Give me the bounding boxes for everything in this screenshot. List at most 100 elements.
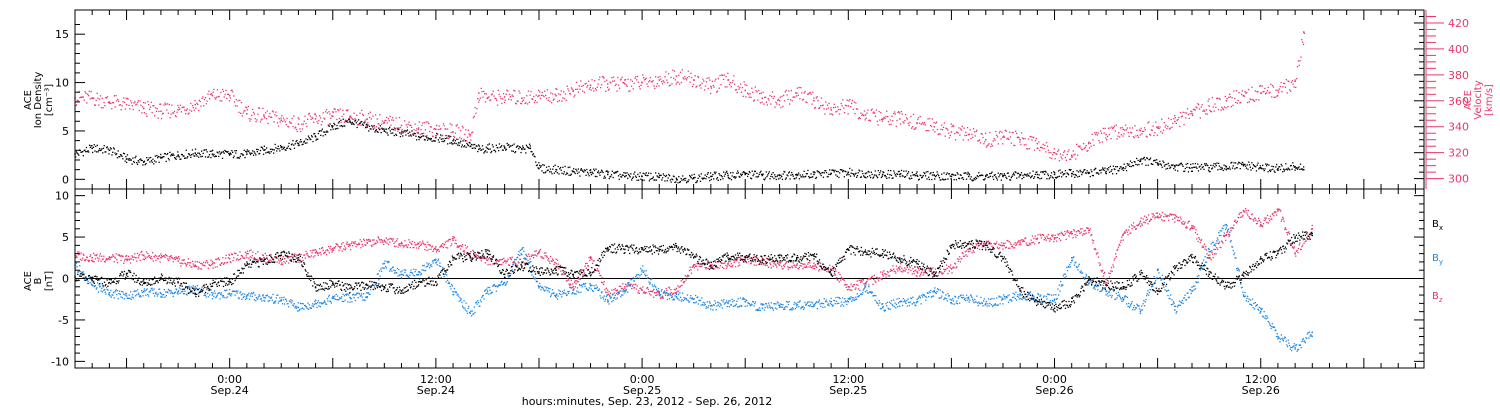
bz-point bbox=[114, 257, 117, 259]
density-point bbox=[1160, 163, 1162, 165]
density-point bbox=[654, 179, 656, 181]
bz-point bbox=[123, 262, 125, 264]
density-point bbox=[458, 144, 460, 147]
velocity-point bbox=[710, 87, 713, 89]
bz-point bbox=[150, 255, 152, 258]
velocity-point bbox=[1267, 86, 1269, 89]
bz-point bbox=[924, 269, 926, 271]
density-point bbox=[1179, 163, 1181, 165]
velocity-point-point bbox=[366, 118, 368, 120]
density-point bbox=[1145, 164, 1147, 166]
density-point bbox=[709, 180, 711, 182]
velocity-point bbox=[151, 111, 153, 114]
bz-point bbox=[764, 264, 766, 267]
density-point bbox=[539, 166, 542, 168]
velocity-point bbox=[375, 126, 377, 128]
density-point bbox=[1018, 176, 1020, 178]
bz-point bbox=[307, 254, 309, 257]
density-point bbox=[974, 178, 976, 181]
velocity-point bbox=[679, 71, 682, 73]
bz-point bbox=[255, 258, 258, 261]
bz-point bbox=[668, 287, 671, 289]
bz-point bbox=[807, 263, 809, 265]
density-point bbox=[337, 122, 340, 124]
density-point bbox=[523, 148, 525, 150]
density-point bbox=[1241, 161, 1244, 164]
density-point bbox=[851, 169, 853, 171]
velocity-point bbox=[1257, 90, 1259, 93]
bz-point bbox=[506, 260, 508, 262]
velocity-point bbox=[910, 115, 912, 118]
bz-point bbox=[462, 244, 464, 246]
density-point bbox=[943, 172, 945, 174]
bz-point bbox=[700, 265, 702, 267]
bz-point bbox=[83, 254, 85, 256]
density-point bbox=[681, 179, 683, 181]
bz-point bbox=[699, 265, 702, 268]
velocity-point bbox=[908, 124, 910, 126]
density-point bbox=[1084, 169, 1086, 171]
bz-point bbox=[910, 269, 912, 271]
bz-point bbox=[277, 257, 279, 259]
velocity-point bbox=[539, 97, 542, 99]
bz-point bbox=[495, 261, 497, 263]
density-point bbox=[1266, 163, 1268, 165]
velocity-point bbox=[346, 110, 348, 112]
velocity-point bbox=[402, 132, 404, 134]
velocity-point bbox=[633, 82, 635, 84]
bz-point bbox=[517, 261, 519, 263]
density-point bbox=[255, 154, 257, 156]
bz-point bbox=[108, 258, 110, 260]
density-point bbox=[767, 174, 769, 176]
density-point bbox=[191, 149, 194, 151]
bz-point bbox=[202, 264, 204, 266]
density-point bbox=[1047, 174, 1050, 177]
density-point bbox=[835, 174, 837, 176]
bz-point bbox=[667, 292, 669, 295]
velocity-point bbox=[634, 77, 636, 79]
velocity-point bbox=[195, 107, 197, 109]
velocity-point bbox=[958, 127, 960, 129]
velocity-point bbox=[1270, 83, 1272, 85]
velocity-point bbox=[391, 119, 393, 121]
density-point bbox=[287, 145, 289, 147]
density-point bbox=[369, 128, 371, 130]
density-point bbox=[971, 179, 973, 181]
bz-point bbox=[557, 263, 559, 265]
velocity-point bbox=[868, 119, 871, 121]
bz-point bbox=[411, 243, 413, 245]
velocity-point bbox=[1233, 90, 1235, 92]
velocity-point bbox=[340, 121, 342, 123]
density-point bbox=[1004, 174, 1006, 176]
density-point bbox=[1302, 169, 1304, 171]
density-point-point bbox=[332, 125, 334, 127]
density-point bbox=[150, 160, 153, 162]
density-point bbox=[328, 125, 330, 127]
velocity-point bbox=[814, 106, 817, 109]
bz-point bbox=[890, 268, 892, 271]
velocity-point bbox=[82, 96, 84, 98]
bz-point bbox=[231, 253, 233, 256]
bz-point bbox=[496, 259, 498, 261]
density-point bbox=[475, 145, 477, 147]
velocity-point bbox=[1228, 96, 1230, 99]
velocity-point-point bbox=[349, 115, 351, 118]
velocity-point bbox=[150, 101, 152, 103]
velocity-point-point bbox=[521, 97, 523, 99]
velocity-point bbox=[558, 100, 560, 102]
velocity-point bbox=[1021, 137, 1024, 139]
bz-point bbox=[404, 240, 406, 242]
density-point bbox=[340, 119, 342, 121]
bz-point bbox=[802, 263, 805, 265]
density-point bbox=[871, 173, 873, 176]
density-point bbox=[1095, 172, 1098, 174]
velocity-point bbox=[201, 97, 203, 100]
velocity-point bbox=[191, 104, 194, 107]
density-point bbox=[1033, 177, 1035, 179]
velocity-point bbox=[464, 133, 466, 135]
velocity-point bbox=[1170, 118, 1172, 121]
bz-point bbox=[500, 259, 502, 261]
bz-point bbox=[792, 262, 794, 264]
bz-point bbox=[879, 271, 882, 273]
velocity-point bbox=[1099, 142, 1101, 144]
